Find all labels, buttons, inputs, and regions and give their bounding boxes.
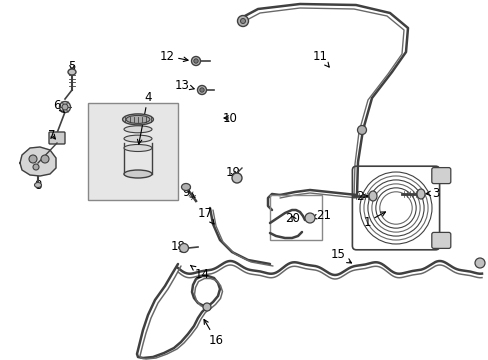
Text: 21: 21 bbox=[311, 208, 331, 221]
Ellipse shape bbox=[68, 69, 76, 75]
Text: 3: 3 bbox=[425, 186, 439, 199]
Text: 11: 11 bbox=[312, 50, 328, 67]
Text: 18: 18 bbox=[170, 240, 185, 253]
Circle shape bbox=[197, 86, 206, 95]
Text: 12: 12 bbox=[159, 50, 188, 63]
Ellipse shape bbox=[60, 102, 70, 112]
Circle shape bbox=[200, 88, 204, 92]
Text: 2: 2 bbox=[356, 189, 367, 202]
Ellipse shape bbox=[122, 114, 153, 125]
Text: 16: 16 bbox=[203, 319, 223, 346]
Polygon shape bbox=[20, 147, 56, 176]
Circle shape bbox=[237, 15, 248, 27]
Circle shape bbox=[357, 126, 366, 135]
FancyBboxPatch shape bbox=[49, 132, 65, 144]
Circle shape bbox=[474, 258, 484, 268]
Ellipse shape bbox=[124, 135, 152, 142]
Text: 7: 7 bbox=[48, 129, 56, 141]
Text: 4: 4 bbox=[137, 90, 151, 144]
Text: 19: 19 bbox=[225, 166, 240, 179]
Circle shape bbox=[203, 303, 210, 311]
Text: 5: 5 bbox=[68, 59, 76, 72]
Text: 8: 8 bbox=[34, 179, 41, 192]
Ellipse shape bbox=[368, 191, 376, 201]
Ellipse shape bbox=[124, 126, 152, 133]
Circle shape bbox=[191, 57, 200, 66]
Circle shape bbox=[240, 18, 245, 23]
Ellipse shape bbox=[35, 183, 41, 188]
Bar bbox=[88, 103, 178, 200]
Text: 1: 1 bbox=[363, 212, 385, 229]
Circle shape bbox=[231, 173, 242, 183]
Ellipse shape bbox=[62, 104, 68, 110]
Text: 6: 6 bbox=[53, 99, 64, 113]
Text: 13: 13 bbox=[174, 78, 194, 91]
Circle shape bbox=[41, 155, 49, 163]
FancyBboxPatch shape bbox=[431, 233, 450, 248]
Text: 10: 10 bbox=[222, 112, 237, 125]
Ellipse shape bbox=[124, 144, 152, 152]
Ellipse shape bbox=[124, 170, 152, 178]
Text: 14: 14 bbox=[190, 265, 209, 280]
Ellipse shape bbox=[126, 116, 150, 123]
Ellipse shape bbox=[416, 189, 424, 199]
Circle shape bbox=[193, 59, 198, 63]
Ellipse shape bbox=[181, 184, 190, 190]
Text: 20: 20 bbox=[285, 212, 300, 225]
Circle shape bbox=[33, 164, 39, 170]
Text: 17: 17 bbox=[197, 207, 214, 224]
Circle shape bbox=[179, 243, 188, 252]
Text: 9: 9 bbox=[182, 185, 195, 198]
Circle shape bbox=[305, 213, 314, 223]
Text: 15: 15 bbox=[330, 248, 351, 263]
Circle shape bbox=[29, 155, 37, 163]
FancyBboxPatch shape bbox=[431, 168, 450, 184]
Bar bbox=[269, 195, 321, 240]
